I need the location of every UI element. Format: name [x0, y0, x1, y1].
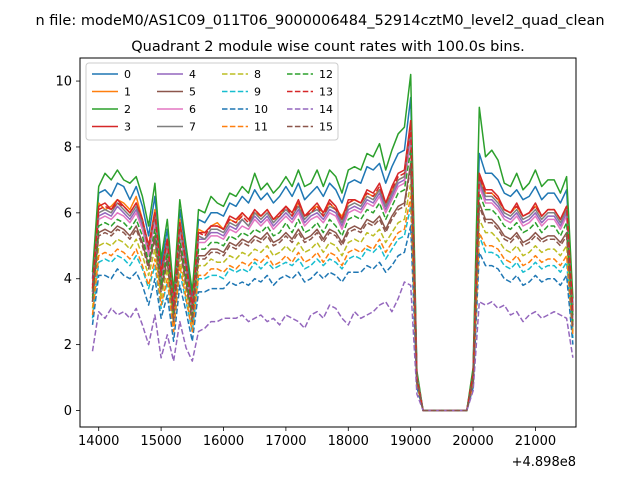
x-tick-label: 15000 [140, 434, 181, 449]
x-tick-label: 19000 [390, 434, 431, 449]
series-line-10 [91, 225, 574, 412]
legend-label-14: 14 [319, 103, 333, 116]
x-axis: 14000 15000 16000 17000 18000 19000 20000 21000 [78, 427, 556, 449]
legend-label-6: 6 [189, 103, 196, 116]
y-tick-label: 10 [55, 75, 72, 90]
series-line-8 [91, 182, 574, 412]
y-tick-label: 2 [64, 338, 72, 353]
legend-label-1: 1 [124, 86, 131, 99]
x-tick-label: 21000 [515, 434, 556, 449]
legend-label-4: 4 [189, 68, 196, 81]
x-tick-label: 18000 [328, 434, 369, 449]
figure-suptitle: n file: modeM0/AS1C09_011T06_9000006484_… [35, 13, 604, 29]
series-line-2 [91, 73, 574, 412]
legend-label-15: 15 [319, 121, 333, 134]
x-tick-label: 16000 [203, 434, 244, 449]
y-tick-label: 4 [64, 272, 72, 287]
legend-label-10: 10 [254, 103, 268, 116]
plot-area [79, 57, 577, 428]
legend-label-13: 13 [319, 86, 333, 99]
chart-title: Quadrant 2 module wise count rates with … [131, 39, 525, 55]
x-tick-label: 20000 [452, 434, 493, 449]
series-line-14 [91, 281, 574, 412]
legend-label-3: 3 [124, 121, 131, 134]
series-line-11 [91, 195, 574, 412]
x-offset-label: +4.898e8 [512, 455, 576, 470]
legend-label-9: 9 [254, 86, 261, 99]
legend-label-2: 2 [124, 103, 131, 116]
legend-label-5: 5 [189, 86, 196, 99]
x-tick-label: 17000 [265, 434, 306, 449]
legend-label-8: 8 [254, 68, 261, 81]
y-tick-label: 0 [64, 404, 72, 419]
legend-label-12: 12 [319, 68, 333, 81]
y-tick-label: 6 [64, 206, 72, 221]
series-layer [91, 73, 574, 412]
series-line-13 [91, 126, 574, 412]
x-tick-label: 14000 [78, 434, 119, 449]
legend-label-11: 11 [254, 121, 268, 134]
legend-box [85, 62, 339, 141]
legend-label-7: 7 [189, 121, 196, 134]
legend-label-0: 0 [124, 68, 131, 81]
y-tick-label: 8 [64, 140, 72, 155]
axes-frame [79, 57, 577, 428]
y-axis: 0 2 4 6 8 10 [55, 75, 80, 419]
